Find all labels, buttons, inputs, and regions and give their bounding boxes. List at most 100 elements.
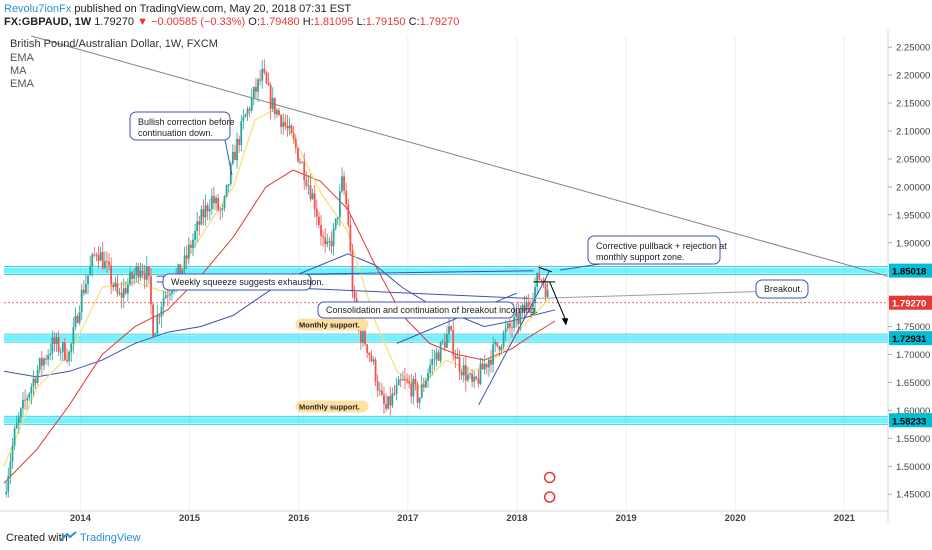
candle-body xyxy=(225,184,228,197)
candle-body xyxy=(534,286,536,304)
high-label: H: xyxy=(302,16,314,28)
candle-body xyxy=(278,110,280,116)
candle-body xyxy=(171,291,173,294)
candle-body xyxy=(55,337,58,344)
price-tick-label: 1.90000 xyxy=(896,238,930,249)
descending-trendline[interactable] xyxy=(31,35,889,277)
candle-body xyxy=(47,355,50,360)
corrective-pullback-note[interactable]: Corrective pullback + rejection atmonthl… xyxy=(587,235,727,265)
indicator-ema-label[interactable]: EMA xyxy=(10,52,35,64)
level-badge xyxy=(889,413,932,428)
candle-body xyxy=(435,352,438,360)
candle-body xyxy=(347,204,350,225)
candle-body xyxy=(257,79,259,92)
candle-body xyxy=(181,269,184,275)
open-value: 1.79480 xyxy=(259,16,300,28)
candle-body xyxy=(404,378,406,380)
candle-body xyxy=(345,190,348,205)
resistance-touch-line[interactable] xyxy=(538,266,553,273)
candle-body xyxy=(198,221,201,225)
candle-body xyxy=(265,72,268,83)
event-marker-icon[interactable] xyxy=(543,491,556,503)
candle-body xyxy=(26,398,29,401)
monthly-support-lower[interactable]: Monthly support. xyxy=(295,400,369,413)
time-tick-label: 2014 xyxy=(70,513,92,522)
candle-body xyxy=(276,110,278,115)
candle-body xyxy=(364,331,366,345)
candle-body xyxy=(137,266,140,278)
candle-body xyxy=(467,374,469,381)
weekly-squeeze-note[interactable]: Weekly squeeze suggests exhaustion. xyxy=(162,273,324,291)
candle-body xyxy=(366,344,369,353)
candle-body xyxy=(322,235,324,238)
candle-body xyxy=(110,265,113,285)
indicator-ma-label[interactable]: MA xyxy=(10,65,27,77)
candle-body xyxy=(353,291,356,299)
candle-body xyxy=(427,373,429,381)
candle-body xyxy=(34,378,37,383)
candle-body xyxy=(177,264,180,275)
candle-body xyxy=(93,254,96,256)
level-badge-label: 1.58233 xyxy=(892,416,926,427)
candle-body xyxy=(189,244,192,248)
candle-body xyxy=(116,282,119,294)
candle-body xyxy=(487,359,490,368)
level-badge-label: 1.72931 xyxy=(892,334,927,345)
candle-body xyxy=(414,378,417,384)
candle-body xyxy=(85,284,87,294)
tradingview-logo-icon xyxy=(60,531,77,541)
breakout-note[interactable]: Breakout. xyxy=(755,279,809,299)
candle-body xyxy=(120,292,123,298)
candle-body xyxy=(315,209,318,217)
candle-body xyxy=(485,364,488,368)
candle-body xyxy=(324,237,327,245)
candle-body xyxy=(385,403,387,409)
candle-body xyxy=(97,254,100,261)
tradingview-brand[interactable]: TradingView xyxy=(80,532,141,544)
candle-body xyxy=(540,279,543,281)
candle-body xyxy=(477,378,480,384)
monthly-support-upper[interactable]: Monthly support. xyxy=(295,318,369,331)
candle-body xyxy=(238,138,241,145)
candle-body xyxy=(206,205,209,212)
breakout-pointer-line[interactable] xyxy=(527,289,801,300)
candle-body xyxy=(391,393,394,406)
author-link[interactable]: Revolu7ionFx xyxy=(4,3,72,15)
event-marker-icon[interactable] xyxy=(543,471,556,484)
consolidation-note-text: Consolidation and continuation of breako… xyxy=(326,305,538,315)
candle-body xyxy=(328,240,331,242)
candle-body xyxy=(368,352,371,356)
time-tick-label: 2021 xyxy=(834,513,856,522)
candle-body xyxy=(43,358,45,366)
candle-body xyxy=(194,230,196,240)
indicator-ema2-label[interactable]: EMA xyxy=(10,78,35,90)
candle-body xyxy=(236,138,238,161)
candle-body xyxy=(471,373,474,382)
candle-body xyxy=(135,266,138,275)
candle-body xyxy=(95,254,98,256)
candle-body xyxy=(219,209,222,211)
corrective-pullback-note-text: monthly support zone. xyxy=(596,252,685,262)
candle-body xyxy=(217,197,220,210)
channel-lower-line[interactable] xyxy=(478,270,551,406)
candle-body xyxy=(290,125,293,133)
projection-arrow-line[interactable] xyxy=(549,281,567,322)
time-tick-label: 2017 xyxy=(397,513,418,522)
candle-body xyxy=(460,371,463,376)
candle-body xyxy=(538,273,541,280)
candle-body xyxy=(410,383,413,397)
candle-body xyxy=(87,275,89,285)
candle-body xyxy=(374,359,377,382)
candle-body xyxy=(248,108,251,111)
candle-body xyxy=(30,386,33,394)
candle-body xyxy=(17,417,20,424)
candle-body xyxy=(91,254,94,267)
consolidation-note[interactable]: Consolidation and continuation of breako… xyxy=(317,301,538,319)
monthly-support-upper-text: Monthly support. xyxy=(299,321,360,330)
candle-body xyxy=(517,312,520,325)
candle-body xyxy=(349,224,352,251)
candle-body xyxy=(82,289,85,294)
